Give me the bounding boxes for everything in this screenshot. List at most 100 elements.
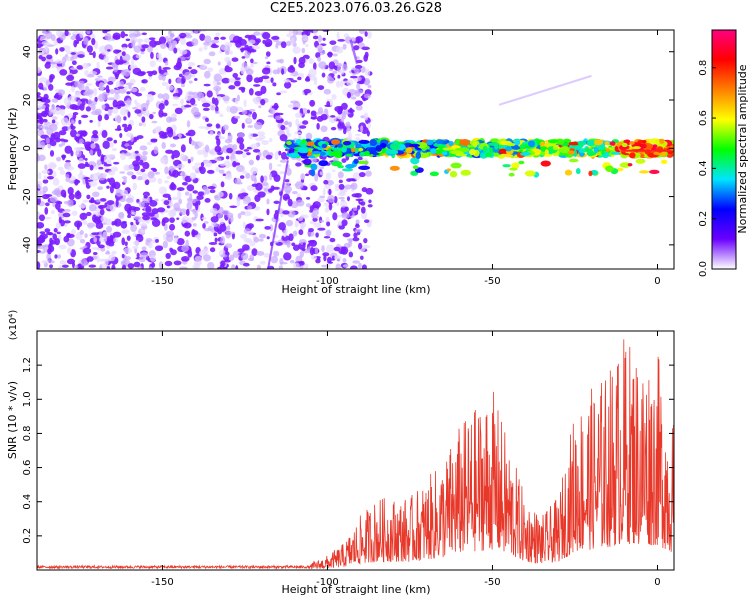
noise-speckle	[284, 196, 291, 200]
noise-speckle	[120, 107, 128, 116]
signal-blob	[524, 170, 536, 177]
noise-speckle	[160, 43, 167, 49]
signal-blob	[358, 139, 370, 144]
noise-speckle	[237, 212, 242, 219]
noise-speckle	[178, 73, 183, 78]
signal-blob	[389, 149, 398, 154]
noise-speckle	[352, 172, 361, 180]
noise-speckle	[331, 169, 336, 173]
noise-speckle	[251, 45, 261, 50]
noise-speckle	[292, 190, 298, 195]
noise-speckle	[133, 45, 142, 53]
noise-speckle	[196, 234, 201, 241]
signal-blob	[632, 146, 641, 150]
noise-speckle	[338, 183, 345, 190]
noise-speckle	[366, 221, 372, 228]
noise-speckle	[45, 31, 53, 40]
noise-speckle	[44, 126, 49, 130]
noise-speckle	[48, 84, 54, 91]
noise-speckle	[188, 66, 192, 70]
noise-speckle	[269, 106, 274, 115]
noise-speckle	[124, 33, 128, 37]
noise-speckle	[121, 253, 125, 259]
noise-speckle	[289, 259, 295, 264]
noise-speckle	[133, 240, 140, 246]
noise-speckle	[96, 247, 102, 251]
noise-speckle	[79, 212, 88, 220]
noise-speckle	[196, 195, 204, 201]
noise-speckle	[312, 215, 319, 219]
noise-speckle	[285, 167, 292, 176]
noise-speckle	[334, 255, 342, 261]
noise-speckle	[252, 148, 261, 153]
noise-speckle	[354, 100, 363, 106]
noise-speckle	[79, 103, 85, 111]
noise-speckle	[108, 106, 114, 110]
noise-speckle	[71, 229, 76, 235]
noise-speckle	[260, 175, 264, 183]
signal-blob	[640, 153, 645, 157]
noise-speckle	[66, 233, 75, 238]
noise-speckle	[141, 172, 148, 181]
signal-blob	[577, 140, 587, 146]
noise-speckle	[60, 117, 69, 126]
noise-speckle	[216, 81, 222, 86]
noise-speckle	[136, 201, 145, 205]
noise-speckle	[128, 206, 137, 211]
noise-speckle	[207, 186, 216, 190]
noise-speckle	[163, 72, 170, 76]
noise-speckle	[166, 234, 174, 243]
noise-speckle	[123, 178, 128, 184]
noise-speckle	[226, 147, 233, 154]
noise-speckle	[139, 159, 144, 166]
noise-speckle	[299, 250, 305, 258]
noise-speckle	[216, 138, 221, 147]
noise-speckle	[88, 180, 98, 187]
signal-blob	[446, 168, 451, 172]
signal-blob	[353, 158, 359, 164]
noise-speckle	[187, 62, 196, 67]
noise-speckle	[335, 263, 341, 269]
noise-speckle	[261, 181, 269, 186]
noise-speckle	[345, 121, 351, 130]
noise-speckle	[70, 150, 74, 157]
noise-speckle	[121, 229, 130, 234]
noise-speckle	[52, 177, 60, 186]
noise-speckle	[124, 85, 128, 91]
noise-speckle	[290, 37, 295, 45]
noise-speckle	[104, 44, 113, 53]
noise-speckle	[271, 36, 280, 40]
noise-speckle	[336, 201, 340, 207]
noise-speckle	[220, 44, 228, 51]
signal-blob	[605, 165, 614, 172]
noise-speckle	[338, 179, 343, 184]
noise-speckle	[172, 96, 180, 100]
noise-speckle	[183, 71, 192, 80]
noise-speckle	[44, 216, 52, 220]
noise-speckle	[137, 218, 142, 223]
noise-speckle	[37, 197, 41, 205]
noise-speckle	[153, 127, 162, 133]
noise-speckle	[229, 254, 235, 261]
noise-speckle	[209, 189, 216, 194]
noise-speckle	[147, 45, 153, 53]
noise-speckle	[184, 191, 190, 196]
noise-speckle	[47, 161, 57, 170]
signal-blob	[345, 164, 355, 169]
colorbar-tick-label: 0.2	[698, 211, 709, 227]
noise-speckle	[305, 76, 310, 81]
noise-speckle	[365, 187, 374, 195]
noise-speckle	[274, 152, 279, 161]
noise-speckle	[353, 45, 360, 51]
noise-speckle	[121, 46, 127, 51]
noise-speckle	[97, 186, 104, 191]
noise-speckle	[122, 195, 126, 200]
noise-speckle	[119, 80, 125, 87]
x-tick-label: 0	[654, 577, 660, 588]
noise-speckle	[361, 46, 370, 51]
noise-speckle	[263, 252, 272, 258]
noise-speckle	[173, 202, 181, 211]
noise-speckle	[72, 114, 77, 120]
noise-speckle	[264, 38, 273, 47]
noise-speckle	[241, 252, 249, 261]
